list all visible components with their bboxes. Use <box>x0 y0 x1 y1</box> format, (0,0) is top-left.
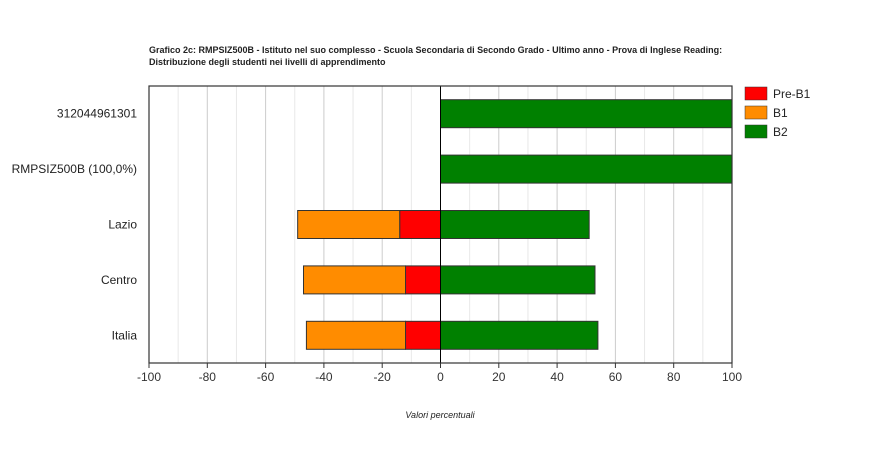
bars: 312044961301 – B2: 100 RMPSIZ500B (100,0%… <box>297 99 733 350</box>
bar-b2-0: 312044961301 – B2: 100 <box>440 99 733 129</box>
x-tick-label: -20 <box>374 370 392 384</box>
bar-b2-3: Centro – B2: 53 <box>440 265 596 295</box>
x-tick-label: 80 <box>667 370 681 384</box>
x-tick-label: 60 <box>609 370 623 384</box>
bar-pre-b1-2: Lazio – Pre-B1: 14 <box>399 210 442 239</box>
category-label: 312044961301 <box>57 107 137 121</box>
bar-b2-2: Lazio – B2: 51 <box>440 210 590 239</box>
legend-swatch-b2 <box>744 124 768 139</box>
axes: 312044961301 RMPSIZ500B (100,0%) Lazio Cent… <box>12 85 742 384</box>
bar-b1-4: Italia – B1: 34 <box>305 320 407 350</box>
category-label: Lazio <box>108 218 137 232</box>
bar-b1-2: Lazio – B1: 35 <box>297 210 401 239</box>
legend-swatch-pre-b1 <box>744 86 768 101</box>
bar-pre-b1-4: Italia – Pre-B1: 12 <box>405 320 441 350</box>
bar-b2-4: Italia – B2: 54 <box>440 320 599 350</box>
category-label: Centro <box>101 273 137 287</box>
category-label: RMPSIZ500B (100,0%) <box>12 162 137 176</box>
x-tick-label: 100 <box>722 370 742 384</box>
x-tick-label: -80 <box>199 370 217 384</box>
chart-title-line-1: Grafico 2c: RMPSIZ500B - Istituto nel su… <box>149 45 723 55</box>
legend-label-b2: B2 <box>773 125 788 139</box>
chart-title-line-2: Distribuzione degli studenti nei livelli… <box>149 57 386 67</box>
bar-b2-1: RMPSIZ500B (100,0%) – B2: 100 <box>440 154 733 184</box>
x-tick-label: 40 <box>550 370 564 384</box>
x-axis-title: Valori percentuali <box>405 410 475 420</box>
legend-label-b1: B1 <box>773 106 788 120</box>
legend-swatch-b1 <box>744 105 768 120</box>
bar-pre-b1-3: Centro – Pre-B1: 12 <box>405 265 441 295</box>
x-tick-label: -40 <box>315 370 333 384</box>
x-tick-label: -60 <box>257 370 275 384</box>
bar-b1-3: Centro – B1: 35 <box>302 265 407 295</box>
legend-label-pre-b1: Pre-B1 <box>773 87 811 101</box>
category-label: Italia <box>112 328 138 342</box>
legend: Pre-B1 B1 B2 <box>744 86 811 139</box>
chart-title: Grafico 2c: RMPSIZ500B - Istituto nel su… <box>149 44 769 68</box>
x-tick-label: 0 <box>437 370 444 384</box>
x-tick-label: 20 <box>492 370 506 384</box>
x-tick-label: -100 <box>137 370 161 384</box>
